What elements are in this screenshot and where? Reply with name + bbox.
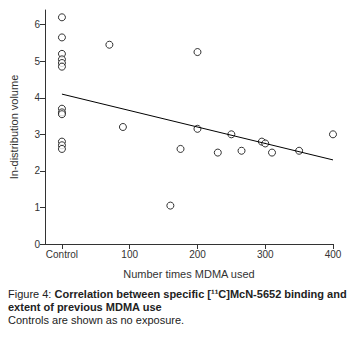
svg-text:1: 1 <box>34 202 40 213</box>
svg-text:5: 5 <box>34 56 40 67</box>
svg-text:6: 6 <box>34 19 40 30</box>
svg-text:2: 2 <box>34 165 40 176</box>
svg-text:In-distribution volume: In-distribution volume <box>8 75 20 180</box>
svg-text:300: 300 <box>257 249 274 260</box>
svg-text:4: 4 <box>34 92 40 103</box>
svg-text:0: 0 <box>34 239 40 250</box>
svg-text:200: 200 <box>189 249 206 260</box>
svg-text:Number times MDMA used: Number times MDMA used <box>123 268 254 280</box>
html-text:Figure 4: Correlation between: Figure 4: Correlation between specific [… <box>8 288 347 313</box>
svg-text:3: 3 <box>34 129 40 140</box>
html-text:Controls are shown as no expos: Controls are shown as no exposure. <box>8 314 185 326</box>
svg-text:100: 100 <box>121 249 138 260</box>
svg-text:Control: Control <box>46 249 78 260</box>
svg-text:400: 400 <box>325 249 342 260</box>
